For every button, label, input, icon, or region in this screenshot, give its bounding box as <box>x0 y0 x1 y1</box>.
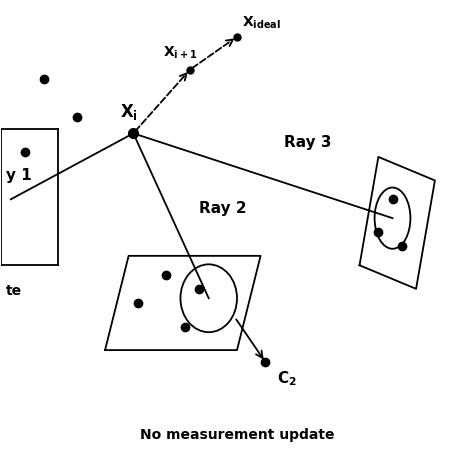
Text: $\mathbf{X_i}$: $\mathbf{X_i}$ <box>119 101 137 121</box>
Text: $\mathbf{X_{i+1}}$: $\mathbf{X_{i+1}}$ <box>164 45 198 61</box>
Text: y 1: y 1 <box>6 168 32 183</box>
Text: $\mathbf{C_2}$: $\mathbf{C_2}$ <box>277 369 297 388</box>
Text: No measurement update: No measurement update <box>140 428 334 442</box>
Text: Ray 3: Ray 3 <box>284 135 332 150</box>
Text: Ray 2: Ray 2 <box>199 201 247 216</box>
Text: $\mathbf{X_{ideal}}$: $\mathbf{X_{ideal}}$ <box>242 15 281 31</box>
Text: te: te <box>6 284 22 298</box>
